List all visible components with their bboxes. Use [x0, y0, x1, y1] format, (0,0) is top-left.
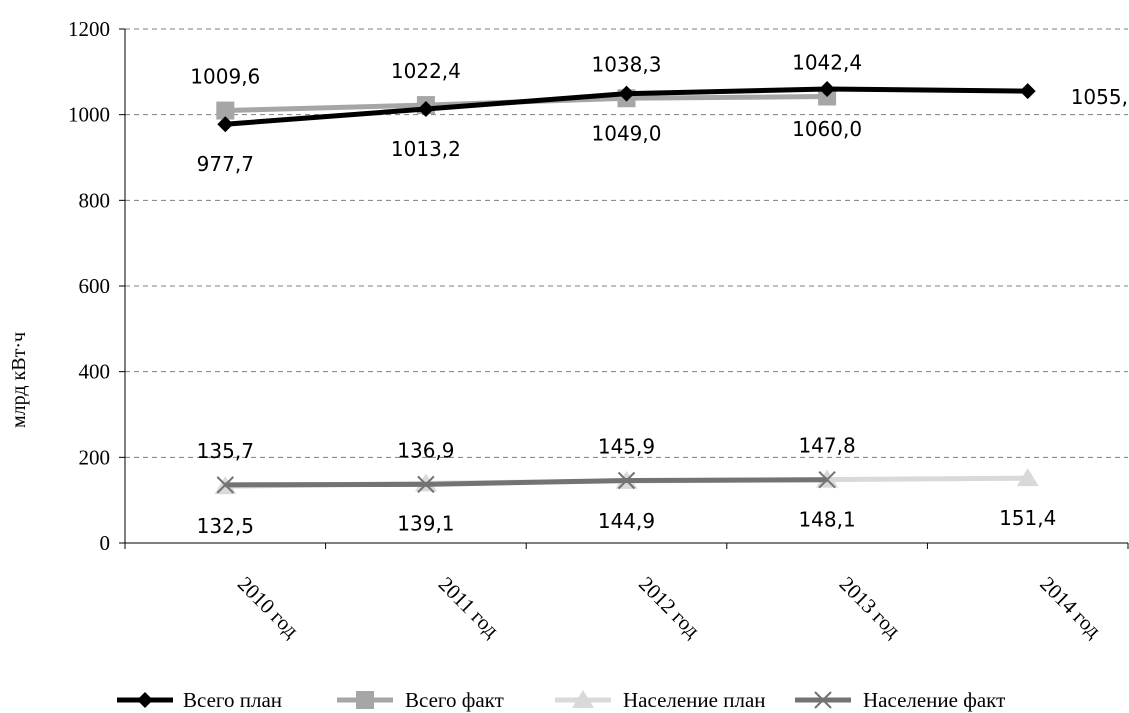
data-label: 1009,6	[190, 65, 260, 89]
x-tick-label: 2014 год	[1035, 572, 1106, 643]
data-label: 147,8	[798, 434, 855, 458]
data-point	[216, 101, 235, 120]
legend-marker	[814, 691, 832, 709]
x-tick-label: 2012 год	[634, 572, 705, 643]
data-label: 139,1	[397, 511, 454, 535]
x-tick-label: 2013 год	[835, 572, 906, 643]
series-line-3	[225, 477, 828, 488]
marker-stroke	[617, 471, 636, 490]
data-label: 145,9	[598, 435, 655, 459]
y-tick-label: 600	[79, 274, 111, 298]
y-tick-label: 400	[79, 360, 111, 384]
y-axis-label: млрд кВт·ч	[8, 332, 30, 428]
legend-item: Население план	[555, 688, 766, 712]
y-tick-labels: 0 200 400 600 800 1000 1200	[68, 17, 110, 555]
x-tick-label: 2010 год	[233, 572, 304, 643]
legend-label: Всего план	[183, 688, 282, 712]
legend-marker	[572, 690, 594, 708]
y-tick-label: 0	[100, 531, 111, 555]
legend: Всего план Всего факт Население план Населе…	[117, 688, 1005, 712]
data-point	[819, 80, 836, 97]
data-label: 1042,4	[792, 51, 862, 75]
legend-label: Всего факт	[405, 688, 504, 712]
legend-marker	[356, 691, 374, 709]
legend-label: Население факт	[863, 688, 1005, 712]
data-point	[417, 475, 435, 494]
data-point	[618, 85, 635, 102]
x-tick-label: 2011 год	[434, 572, 504, 642]
legend-item: Население факт	[795, 688, 1005, 712]
data-label: 1060,0	[792, 117, 862, 141]
axes	[119, 28, 1129, 549]
data-labels: 977,7 1013,2 1049,0 1060,0 1055,0 1009,6 1022,…	[190, 51, 1129, 539]
marker-stroke	[417, 475, 435, 494]
data-label: 148,1	[798, 508, 855, 532]
data-label: 977,7	[197, 152, 254, 176]
marker-stroke	[216, 476, 235, 494]
data-point	[818, 470, 836, 489]
data-label: 151,4	[999, 506, 1056, 530]
legend-item: Всего факт	[337, 688, 504, 712]
legend-label: Население план	[623, 688, 766, 712]
data-label: 1038,3	[592, 52, 662, 76]
x-tick-labels: 2010 год 2011 год 2012 год 2013 год 2014 год	[233, 572, 1106, 643]
y-tick-label: 200	[79, 445, 111, 469]
data-point	[216, 476, 235, 494]
series-lines	[214, 80, 1039, 495]
data-label: 1055,0	[1071, 85, 1129, 109]
y-tick-label: 800	[79, 188, 111, 212]
legend-item: Всего план	[117, 688, 282, 712]
data-point	[217, 116, 234, 133]
data-label: 1022,4	[391, 59, 461, 83]
data-label: 132,5	[197, 514, 254, 538]
data-point	[1019, 83, 1036, 100]
marker-stroke	[814, 691, 832, 709]
data-label: 144,9	[598, 509, 655, 533]
legend-marker	[137, 692, 153, 708]
y-tick-label: 1200	[68, 17, 110, 41]
marker-stroke	[818, 470, 836, 489]
data-label: 1049,0	[592, 122, 662, 146]
data-label: 1013,2	[391, 137, 461, 161]
data-point	[617, 471, 636, 490]
data-label: 136,9	[397, 438, 454, 462]
data-point	[1016, 468, 1039, 487]
y-tick-label: 1000	[68, 103, 110, 127]
data-label: 135,7	[197, 439, 254, 463]
data-point	[417, 101, 434, 118]
